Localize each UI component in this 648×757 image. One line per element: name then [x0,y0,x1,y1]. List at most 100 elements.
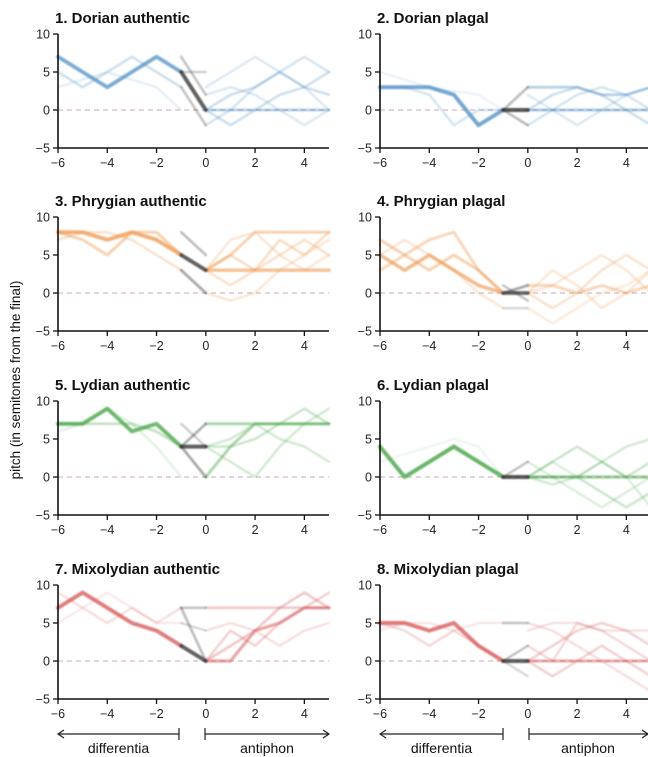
junction-line [179,230,208,257]
y-axis-label: pitch (in semitones from the final) [8,281,23,480]
antiphon-line [204,422,331,463]
junction-line [502,644,529,663]
y-tick-label: 10 [358,395,372,409]
x-tick-label: −4 [422,523,436,537]
x-tick-label: −4 [422,156,436,170]
chart-panel-2: 2. Dorian plagal −5 0 5 10 −6 −4 −2 0 2 4 [358,10,648,170]
y-tick-label: 5 [365,66,372,80]
y-tick-label: 5 [43,433,50,447]
differentia-line [378,621,505,663]
x-tick-label: 4 [301,707,308,721]
x-tick-label: −4 [100,339,114,353]
antiphon-line [204,591,331,663]
antiphon-line [526,460,648,509]
x-tick-label: 0 [524,339,531,353]
antiphon-line [204,422,331,479]
y-tick-label: −5 [358,142,372,156]
x-tick-label: 4 [301,339,308,353]
antiphon-line [526,621,648,632]
y-tick-label: 5 [365,249,372,263]
left-differentia-label: differentia [88,740,149,756]
y-tick-label: −5 [36,325,50,339]
junction-line [179,253,208,273]
antiphon-line [204,238,331,302]
x-tick-label: −6 [51,339,65,353]
chart-panel-7: 7. Mixolydian authentic −5 0 5 10 −6 −4 −2 0 2 4 [36,561,331,721]
right-antiphon-bracket: antiphon [528,728,648,756]
bottom-annotations: differentia antiphon differentia antipho… [56,728,648,756]
chart-panel-5: 5. Lydian authentic −5 0 5 10 −6 −4 −2 0 2 4 [36,377,331,537]
differentia-line [379,438,505,478]
panel-title: 4. Phrygian plagal [377,193,505,210]
y-tick-label: −5 [36,693,50,707]
x-tick-label: 0 [524,707,531,721]
panel-title: 7. Mixolydian authentic [55,561,220,578]
y-tick-label: −5 [36,142,50,156]
chart-panel-1: 1. Dorian authentic −5 0 5 10 −6 −4 −2 0 2 4 [36,10,331,170]
axes: −5 0 5 10 −6 −4 −2 0 2 4 [358,211,648,353]
series-group [378,230,648,325]
series-group [56,230,331,302]
x-tick-label: −2 [471,339,485,353]
right-antiphon-label: antiphon [561,740,615,756]
antiphon-line [204,55,331,127]
y-tick-label: 0 [43,655,50,669]
x-tick-label: −4 [100,707,114,721]
y-tick-label: 0 [365,655,372,669]
y-tick-label: 0 [43,287,50,301]
series-group [378,71,648,128]
series-group [56,590,331,663]
x-tick-label: 2 [252,156,259,170]
antiphon-line [526,253,648,310]
axes: −5 0 5 10 −6 −4 −2 0 2 4 [358,395,648,537]
x-tick-label: 0 [202,156,209,170]
junction-line [501,85,530,112]
differentia-line [57,71,183,111]
x-tick-label: −6 [51,156,65,170]
y-tick-label: 10 [358,579,372,593]
junction-line [501,108,530,127]
x-tick-label: 2 [574,339,581,353]
x-tick-label: −2 [471,156,485,170]
y-tick-label: 5 [43,617,50,631]
chart-panel-3: 3. Phrygian authentic −5 0 5 10 −6 −4 −2 0 2 4 [36,193,331,353]
panel-title: 5. Lydian authentic [55,377,190,394]
left-antiphon-bracket: antiphon [204,728,331,756]
antiphon-line [526,270,648,325]
differentia-line [56,406,184,449]
junction-line [179,445,208,479]
junction-line [180,621,207,632]
differentia-line [56,55,183,89]
panel-title: 8. Mixolydian plagal [377,561,519,578]
axes: −5 0 5 10 −6 −4 −2 0 2 4 [358,28,648,170]
junction-line [179,268,208,295]
antiphon-line [204,55,331,112]
y-tick-label: 0 [43,104,50,118]
differentia-line [56,591,183,625]
axes: −5 0 5 10 −6 −4 −2 0 2 4 [36,211,329,353]
chart-panel-4: 4. Phrygian plagal −5 0 5 10 −6 −4 −2 0 2 4 [358,193,648,353]
junction-line [502,659,529,678]
x-tick-label: −6 [51,707,65,721]
antiphon-line [526,269,648,310]
x-tick-label: −2 [149,339,163,353]
x-tick-label: −4 [422,339,436,353]
antiphon-line [204,407,331,479]
antiphon-line [526,475,648,509]
y-tick-label: 0 [365,104,372,118]
y-tick-label: 0 [365,287,372,301]
panel-title: 2. Dorian plagal [377,10,489,27]
differentia-line [57,591,183,624]
antiphon-line [204,86,331,127]
differentia-line [56,54,184,90]
x-tick-label: 4 [301,156,308,170]
antiphon-line [204,238,331,287]
x-tick-label: −6 [373,707,387,721]
antiphon-line [526,87,648,127]
x-tick-label: −2 [471,523,485,537]
x-tick-label: −4 [100,156,114,170]
x-tick-label: −6 [373,339,387,353]
y-tick-label: 0 [43,471,50,485]
series-group [56,406,331,479]
